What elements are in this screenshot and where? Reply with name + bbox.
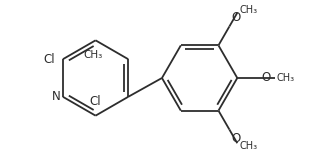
Text: CH₃: CH₃ [83, 50, 102, 60]
Text: Cl: Cl [90, 95, 101, 108]
Text: CH₃: CH₃ [277, 73, 295, 83]
Text: O: O [231, 11, 241, 24]
Text: N: N [52, 90, 61, 103]
Text: CH₃: CH₃ [239, 5, 257, 15]
Text: O: O [231, 133, 241, 145]
Text: Cl: Cl [43, 53, 55, 66]
Text: O: O [261, 71, 270, 84]
Text: CH₃: CH₃ [239, 141, 257, 151]
